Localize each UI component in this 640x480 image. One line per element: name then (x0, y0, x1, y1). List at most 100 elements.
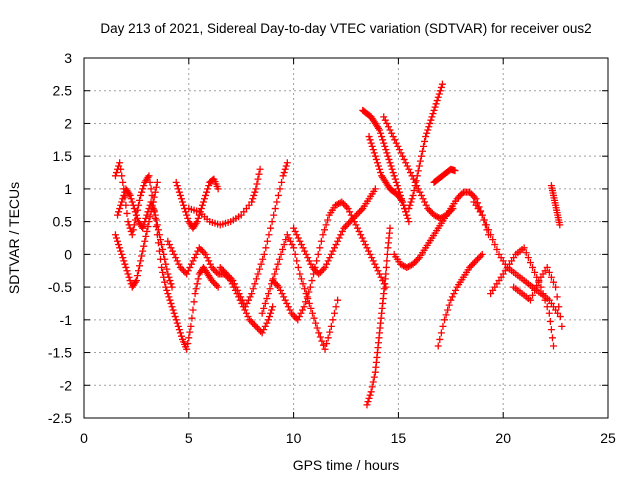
data-point (216, 263, 224, 271)
data-point (130, 205, 138, 213)
data-point-interp (249, 195, 257, 203)
data-point (296, 270, 304, 278)
data-point-interp (522, 249, 530, 257)
y-tick-label: -1 (60, 312, 73, 328)
data-point (430, 211, 438, 219)
data-point-interp (157, 236, 165, 244)
data-point-interp (152, 183, 160, 191)
data-point-interp (368, 383, 376, 391)
data-point (327, 322, 335, 330)
data-point-interp (337, 231, 345, 239)
ticks: -2.5 -2 -1.5 -1 -0.5 0 0.5 1 1.5 2 2.5 3 0 5 10 15 20 25 (48, 50, 616, 446)
data-point (283, 231, 291, 239)
data-point (160, 250, 168, 258)
data-point-interp (304, 254, 312, 262)
data-point-interp (384, 123, 392, 131)
data-point-interp (115, 208, 123, 216)
data-point (147, 198, 155, 206)
data-point (290, 244, 298, 252)
data-point-interp (330, 244, 338, 252)
data-point-interp (129, 201, 137, 209)
data-point-interp (251, 188, 259, 196)
data-marks (111, 80, 566, 409)
data-point-interp (341, 201, 349, 209)
data-point-interp (485, 226, 493, 234)
data-point (386, 126, 394, 134)
data-point-interp (345, 219, 353, 227)
data-point-interp (188, 314, 196, 322)
data-point (111, 172, 119, 180)
data-point (367, 388, 375, 396)
grid (84, 58, 608, 418)
data-point-interp (161, 278, 169, 286)
data-point (283, 159, 291, 167)
data-point-interp (390, 172, 398, 180)
series-track-9 (269, 198, 390, 324)
x-tick-label: 15 (391, 430, 407, 446)
data-point-interp (317, 237, 325, 245)
data-point (357, 231, 365, 239)
data-point (124, 270, 132, 278)
data-point (193, 218, 201, 226)
data-point (332, 201, 340, 209)
data-point (296, 237, 304, 245)
data-point-interp (319, 265, 327, 273)
data-point-interp (266, 285, 274, 293)
data-point-interp (436, 87, 444, 95)
data-point (424, 205, 432, 213)
data-point (409, 260, 417, 268)
data-point-interp (531, 268, 539, 276)
data-point-interp (187, 260, 195, 268)
data-point-interp (318, 337, 326, 345)
data-point-interp (414, 255, 422, 263)
data-point-interp (147, 185, 155, 193)
data-point-interp (419, 147, 427, 155)
data-point-interp (144, 223, 152, 231)
data-point-interp (161, 255, 169, 263)
data-point-interp (227, 275, 235, 283)
data-point-interp (424, 126, 432, 134)
y-tick-label: -2 (60, 377, 73, 393)
data-point (556, 221, 564, 229)
data-point-interp (125, 190, 133, 198)
data-point (208, 277, 216, 285)
data-point (399, 152, 407, 160)
data-point-interp (533, 281, 541, 289)
series-track-13 (365, 133, 411, 219)
data-point-interp (146, 178, 154, 186)
data-point-interp (295, 313, 303, 321)
data-point-interp (278, 178, 286, 186)
data-point-interp (381, 116, 389, 124)
data-point-interp (301, 247, 309, 255)
data-point-interp (226, 273, 234, 281)
data-point-interp (213, 281, 221, 289)
data-point (426, 119, 434, 127)
y-tick-label: 0.5 (53, 214, 73, 230)
data-point-interp (480, 216, 488, 224)
data-point (315, 329, 323, 337)
data-point-interp (263, 237, 271, 245)
data-point-interp (151, 188, 159, 196)
data-point-interp (404, 214, 412, 222)
data-point-interp (242, 309, 250, 317)
data-point-interp (136, 196, 144, 204)
data-point-interp (374, 124, 382, 132)
data-point-interp (117, 165, 125, 173)
data-point-interp (318, 267, 326, 275)
data-point-interp (416, 157, 424, 165)
data-point-interp (397, 149, 405, 157)
data-point (315, 270, 323, 278)
data-point (195, 244, 203, 252)
data-point (327, 250, 335, 258)
data-point (380, 113, 388, 121)
data-point-interp (364, 398, 372, 406)
data-point-interp (433, 213, 441, 221)
data-point-interp (142, 232, 150, 240)
data-point-interp (167, 299, 175, 307)
data-point-interp (131, 208, 139, 216)
data-point-interp (146, 213, 154, 221)
data-point (172, 178, 180, 186)
data-point-interp (489, 236, 497, 244)
data-point (313, 257, 321, 265)
data-point-interp (398, 261, 406, 269)
